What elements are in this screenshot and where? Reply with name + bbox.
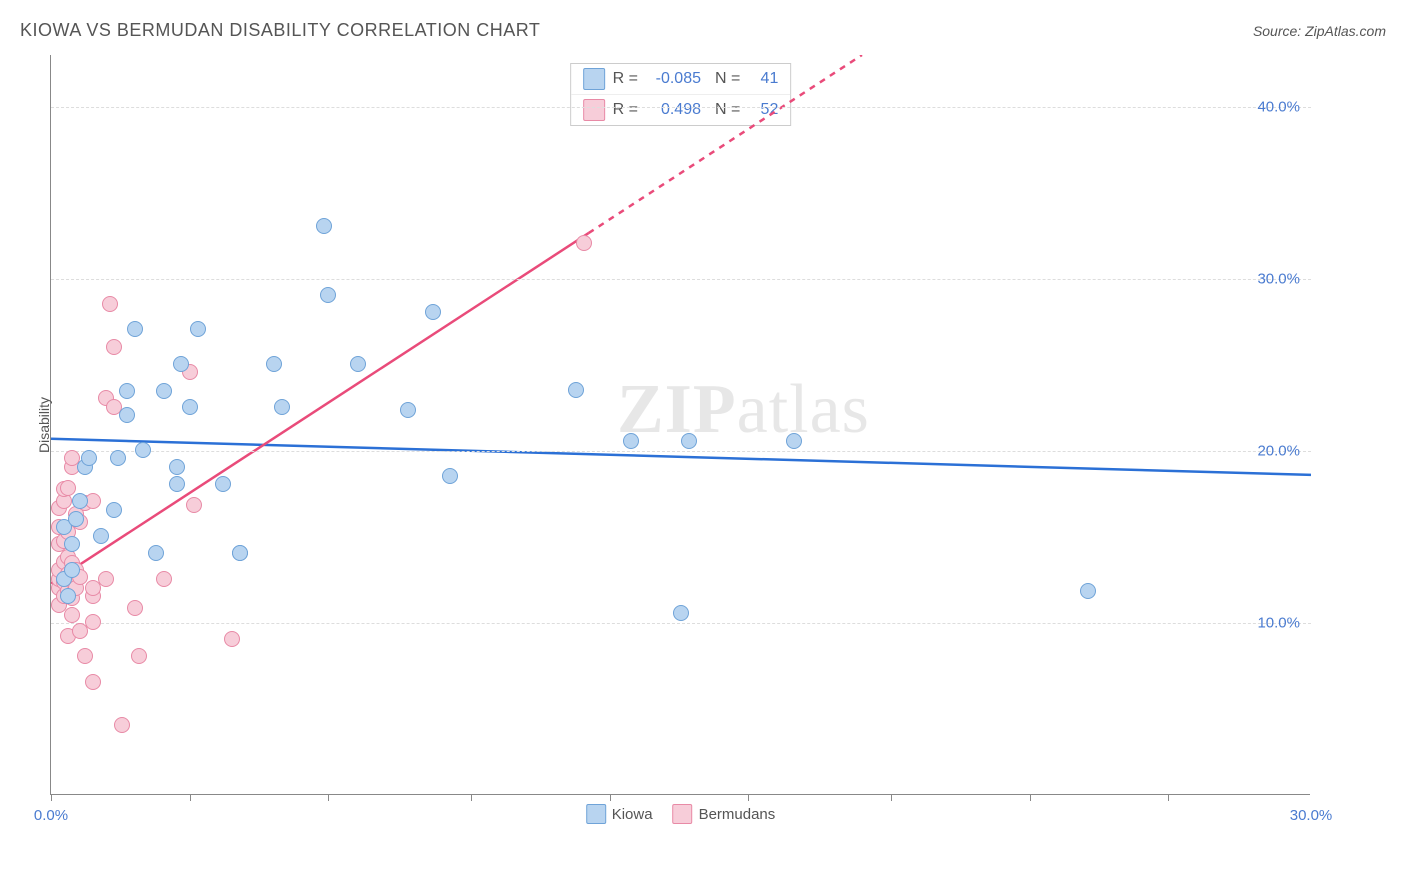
data-point-kiowa: [320, 287, 336, 303]
y-tick-label: 40.0%: [1257, 98, 1300, 115]
data-point-kiowa: [68, 511, 84, 527]
x-tick: [610, 794, 611, 801]
legend-row: R = 0.498 N = 52: [571, 94, 791, 125]
legend-item: Kiowa: [586, 804, 653, 824]
data-point-bermudans: [85, 674, 101, 690]
data-point-kiowa: [127, 321, 143, 337]
n-label: N =: [715, 101, 740, 119]
data-point-kiowa: [119, 407, 135, 423]
x-tick: [1030, 794, 1031, 801]
data-point-kiowa: [623, 433, 639, 449]
watermark: ZIPatlas: [617, 370, 870, 450]
data-point-kiowa: [400, 402, 416, 418]
x-tick: [190, 794, 191, 801]
data-point-kiowa: [316, 218, 332, 234]
data-point-kiowa: [274, 399, 290, 415]
legend-row: R = -0.085 N = 41: [571, 64, 791, 94]
y-tick-label: 20.0%: [1257, 442, 1300, 459]
regression-lines: [51, 55, 1311, 795]
legend-swatch: [586, 804, 606, 824]
data-point-kiowa: [266, 356, 282, 372]
data-point-bermudans: [102, 296, 118, 312]
x-tick: [471, 794, 472, 801]
legend-swatch: [583, 99, 605, 121]
data-point-bermudans: [224, 631, 240, 647]
data-point-kiowa: [64, 562, 80, 578]
x-tick: [328, 794, 329, 801]
plot-area: Disability ZIPatlas R = -0.085 N = 41 R …: [50, 55, 1370, 825]
legend-swatch: [583, 68, 605, 90]
correlation-legend: R = -0.085 N = 41 R = 0.498 N = 52: [570, 63, 792, 126]
x-tick-label: 30.0%: [1290, 807, 1333, 824]
data-point-kiowa: [110, 450, 126, 466]
data-point-kiowa: [190, 321, 206, 337]
data-point-kiowa: [81, 450, 97, 466]
data-point-kiowa: [72, 493, 88, 509]
legend-label: Bermudans: [699, 806, 776, 823]
x-tick: [51, 794, 52, 801]
data-point-kiowa: [106, 502, 122, 518]
data-point-kiowa: [182, 399, 198, 415]
gridline: [51, 451, 1311, 452]
r-value: -0.085: [646, 70, 701, 88]
data-point-bermudans: [60, 480, 76, 496]
data-point-kiowa: [93, 528, 109, 544]
data-point-kiowa: [169, 476, 185, 492]
header: KIOWA VS BERMUDAN DISABILITY CORRELATION…: [20, 20, 1386, 41]
data-point-kiowa: [1080, 583, 1096, 599]
series-legend: Kiowa Bermudans: [586, 804, 776, 824]
data-point-bermudans: [85, 614, 101, 630]
chart-title: KIOWA VS BERMUDAN DISABILITY CORRELATION…: [20, 20, 540, 41]
data-point-kiowa: [215, 476, 231, 492]
x-tick: [1168, 794, 1169, 801]
source-attribution: Source: ZipAtlas.com: [1253, 23, 1386, 39]
data-point-bermudans: [77, 648, 93, 664]
data-point-kiowa: [135, 442, 151, 458]
y-axis-label: Disability: [36, 396, 52, 452]
data-point-bermudans: [156, 571, 172, 587]
data-point-kiowa: [169, 459, 185, 475]
data-point-kiowa: [119, 383, 135, 399]
n-value: 41: [748, 70, 778, 88]
data-point-kiowa: [442, 468, 458, 484]
data-point-bermudans: [131, 648, 147, 664]
r-label: R =: [613, 70, 638, 88]
data-point-bermudans: [64, 607, 80, 623]
data-point-kiowa: [156, 383, 172, 399]
data-point-kiowa: [681, 433, 697, 449]
legend-item: Bermudans: [673, 804, 776, 824]
data-point-kiowa: [786, 433, 802, 449]
legend-swatch: [673, 804, 693, 824]
data-point-bermudans: [186, 497, 202, 513]
x-tick: [748, 794, 749, 801]
plot-inner: Disability ZIPatlas R = -0.085 N = 41 R …: [50, 55, 1310, 795]
y-tick-label: 10.0%: [1257, 614, 1300, 631]
n-value: 52: [748, 101, 778, 119]
r-value: 0.498: [646, 101, 701, 119]
data-point-kiowa: [425, 304, 441, 320]
legend-label: Kiowa: [612, 806, 653, 823]
r-label: R =: [613, 101, 638, 119]
data-point-kiowa: [350, 356, 366, 372]
data-point-kiowa: [173, 356, 189, 372]
data-point-bermudans: [576, 235, 592, 251]
n-label: N =: [715, 70, 740, 88]
data-point-kiowa: [60, 588, 76, 604]
data-point-kiowa: [673, 605, 689, 621]
gridline: [51, 107, 1311, 108]
x-tick-label: 0.0%: [34, 807, 68, 824]
y-tick-label: 30.0%: [1257, 270, 1300, 287]
data-point-kiowa: [568, 382, 584, 398]
data-point-bermudans: [106, 339, 122, 355]
data-point-kiowa: [64, 536, 80, 552]
x-tick: [891, 794, 892, 801]
data-point-bermudans: [98, 571, 114, 587]
gridline: [51, 279, 1311, 280]
data-point-bermudans: [127, 600, 143, 616]
watermark-atlas: atlas: [737, 371, 870, 448]
data-point-kiowa: [148, 545, 164, 561]
gridline: [51, 623, 1311, 624]
data-point-kiowa: [232, 545, 248, 561]
data-point-bermudans: [114, 717, 130, 733]
